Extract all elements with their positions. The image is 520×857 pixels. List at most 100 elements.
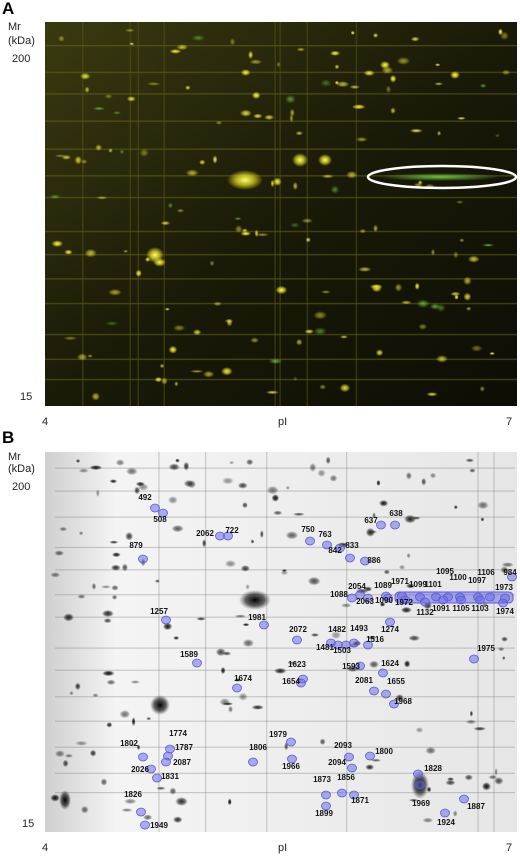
spot bbox=[176, 208, 185, 213]
spot-outline bbox=[248, 757, 258, 767]
spot-label: 984 bbox=[503, 568, 517, 577]
spot bbox=[69, 691, 74, 696]
spot bbox=[292, 153, 308, 167]
spot-outline bbox=[321, 801, 331, 811]
spot-label: 886 bbox=[367, 556, 381, 565]
spot bbox=[100, 778, 108, 786]
spot bbox=[317, 469, 326, 478]
streak bbox=[55, 616, 515, 618]
streak bbox=[163, 22, 165, 406]
spot-label: 1589 bbox=[180, 650, 198, 659]
spot bbox=[183, 461, 190, 471]
streak bbox=[55, 467, 515, 469]
streak bbox=[45, 196, 517, 199]
spot bbox=[281, 568, 288, 573]
spot-label: 1975 bbox=[477, 644, 495, 653]
spot-outline bbox=[138, 554, 148, 564]
spot bbox=[395, 694, 404, 702]
streak bbox=[45, 44, 517, 47]
spot bbox=[220, 666, 226, 675]
spot bbox=[58, 35, 65, 42]
spot bbox=[365, 764, 375, 771]
y-tick-label: 15 bbox=[22, 818, 34, 830]
spot bbox=[469, 468, 476, 473]
spot bbox=[320, 290, 331, 294]
spot bbox=[162, 622, 173, 631]
spot bbox=[273, 510, 283, 516]
spot bbox=[450, 71, 460, 79]
spot-label: 1826 bbox=[124, 790, 142, 799]
spot bbox=[104, 94, 113, 99]
spot-label: 1969 bbox=[412, 799, 430, 808]
spot bbox=[369, 530, 378, 534]
spot bbox=[501, 69, 511, 76]
spot-label: 1101 bbox=[424, 580, 442, 589]
spot bbox=[455, 200, 464, 204]
spot bbox=[168, 463, 180, 471]
spot bbox=[123, 798, 137, 805]
gel-spots bbox=[45, 22, 517, 406]
gel-image bbox=[45, 452, 517, 832]
spot bbox=[434, 63, 441, 67]
spot bbox=[139, 148, 149, 157]
spot bbox=[372, 32, 379, 38]
spot bbox=[422, 817, 434, 823]
spot bbox=[370, 758, 382, 762]
spot bbox=[112, 111, 122, 115]
spot bbox=[75, 459, 81, 463]
spot bbox=[202, 538, 207, 548]
x-tick-label: 7 bbox=[506, 416, 512, 428]
spot bbox=[465, 719, 477, 725]
spot-outline bbox=[415, 780, 425, 790]
spot bbox=[425, 746, 437, 755]
spot-outline bbox=[413, 769, 423, 779]
spot bbox=[74, 682, 81, 691]
spot bbox=[176, 44, 189, 51]
spot bbox=[91, 392, 100, 401]
spot bbox=[330, 631, 342, 640]
spot-label: 1802 bbox=[120, 739, 138, 748]
spot-outline bbox=[507, 572, 517, 582]
spot bbox=[307, 576, 321, 586]
spot-outline bbox=[138, 752, 148, 762]
spot bbox=[334, 64, 340, 70]
spot-label: 2094 bbox=[328, 758, 346, 767]
spot bbox=[135, 481, 145, 487]
gel-spots bbox=[50, 452, 515, 832]
spot-outline bbox=[456, 595, 466, 605]
spot-outline bbox=[475, 595, 485, 605]
spot bbox=[450, 291, 461, 297]
streak bbox=[306, 22, 309, 406]
spot-outline bbox=[337, 788, 347, 798]
spot-label: 1482 bbox=[328, 625, 346, 634]
spot bbox=[459, 238, 465, 243]
spot bbox=[413, 182, 424, 187]
spot-label: 1593 bbox=[342, 662, 360, 671]
y-axis-unit: (kDa) bbox=[8, 463, 35, 475]
spot bbox=[409, 128, 423, 133]
spot-label: 1979 bbox=[269, 730, 287, 739]
spot bbox=[416, 299, 430, 308]
spot-outline bbox=[383, 593, 393, 603]
streak bbox=[45, 302, 517, 305]
streak bbox=[45, 253, 517, 256]
spot bbox=[251, 91, 261, 100]
y-tick-label: 200 bbox=[12, 53, 30, 65]
spot bbox=[78, 531, 84, 536]
spot bbox=[493, 777, 504, 785]
spot bbox=[488, 774, 498, 780]
spot bbox=[103, 618, 112, 624]
spot bbox=[185, 85, 191, 91]
spot bbox=[246, 458, 254, 466]
spot bbox=[135, 269, 142, 278]
spot bbox=[500, 31, 509, 41]
y-tick-label: 15 bbox=[20, 391, 32, 403]
spot bbox=[89, 465, 103, 471]
spot-label: 1674 bbox=[234, 674, 252, 683]
spot bbox=[136, 744, 141, 751]
spot bbox=[329, 474, 338, 482]
spot-label: 1787 bbox=[175, 743, 193, 752]
spot bbox=[101, 609, 114, 618]
streak bbox=[45, 333, 517, 336]
